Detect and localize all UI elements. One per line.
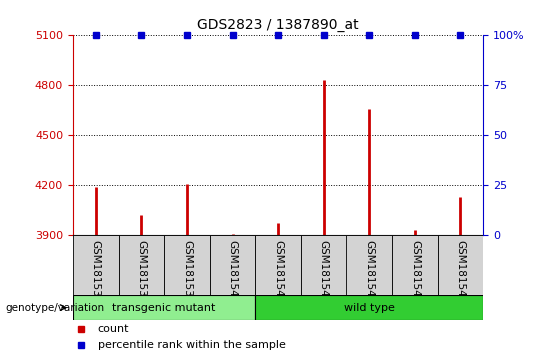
Text: GSM181541: GSM181541 [273,240,283,304]
Bar [301,235,347,296]
Text: GSM181539: GSM181539 [182,240,192,304]
Text: GSM181544: GSM181544 [410,240,420,304]
Bar [73,235,118,296]
Text: genotype/variation: genotype/variation [5,303,105,313]
Text: GSM181537: GSM181537 [91,240,100,304]
Text: GSM181538: GSM181538 [136,240,146,304]
Bar [255,235,301,296]
Bar [73,295,255,320]
Text: GSM181543: GSM181543 [364,240,374,304]
Text: wild type: wild type [344,303,395,313]
Bar [118,235,164,296]
Bar [210,235,255,296]
Bar [438,235,483,296]
Bar [255,295,483,320]
Bar [392,235,438,296]
Title: GDS2823 / 1387890_at: GDS2823 / 1387890_at [197,18,359,32]
Text: GSM181540: GSM181540 [227,240,238,303]
Text: percentile rank within the sample: percentile rank within the sample [98,340,286,350]
Bar [164,235,210,296]
Text: GSM181542: GSM181542 [319,240,329,304]
Text: transgenic mutant: transgenic mutant [112,303,216,313]
Text: count: count [98,324,129,334]
Bar [347,235,392,296]
Text: GSM181545: GSM181545 [456,240,465,304]
